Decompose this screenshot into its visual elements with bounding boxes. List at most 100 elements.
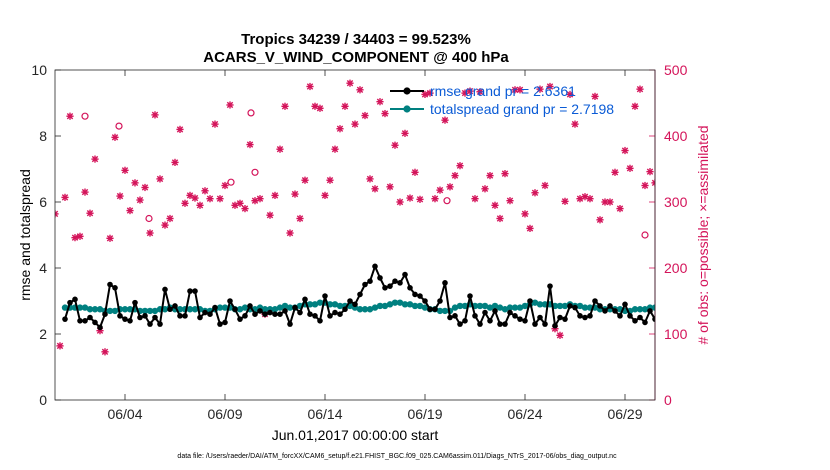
obs-assimilated-marker (826, 194, 830, 201)
rmse-point (342, 306, 348, 313)
rmse-point (502, 321, 508, 327)
spread-point (737, 308, 743, 314)
rmse-point (497, 321, 503, 327)
spread-point (677, 308, 683, 314)
obs-assimilated-marker (271, 191, 279, 199)
obs-assimilated-marker (726, 192, 733, 199)
rmse-point (102, 311, 108, 318)
rmse-point (602, 308, 608, 314)
obs-assimilated-marker (246, 140, 254, 149)
obs-assimilated-marker (101, 348, 109, 356)
rmse-point (532, 321, 538, 327)
obs-assimilated-marker (236, 199, 244, 207)
rmse-point (737, 323, 743, 329)
obs-assimilated-marker (731, 90, 738, 97)
obs-assimilated-marker (606, 198, 614, 206)
spread-point (386, 301, 394, 308)
rmse-point (387, 283, 393, 289)
obs-assimilated-marker (781, 200, 788, 207)
spread-point (772, 309, 778, 315)
spread-point (276, 304, 284, 311)
obs-assimilated-marker (501, 170, 509, 178)
obs-assimilated-marker (181, 199, 189, 207)
obs-assimilated-marker (376, 98, 384, 106)
obs-assimilated-marker (76, 232, 84, 240)
x-tick-label: 06/14 (307, 406, 342, 422)
rmse-point (327, 313, 333, 319)
spread-point (441, 307, 449, 315)
rmse-point (437, 298, 443, 304)
y-right-tick-label: 300 (664, 194, 688, 210)
obs-assimilated-marker (206, 195, 214, 203)
rmse-point (377, 275, 383, 281)
rmse-point (282, 308, 288, 314)
rmse-point (787, 313, 793, 319)
rmse-point (687, 311, 693, 317)
rmse-point (747, 315, 753, 321)
obs-assimilated-marker (211, 120, 219, 128)
obs-assimilated-marker (716, 103, 723, 110)
obs-assimilated-marker (496, 214, 504, 223)
obs-assimilated-marker (396, 198, 404, 206)
y-left-tick-label: 2 (39, 326, 47, 342)
rmse-point (647, 308, 653, 314)
rmse-point (597, 303, 603, 309)
obs-assimilated-marker (111, 133, 119, 141)
legend: rmse grand pr = 2.6361 totalspread grand… (390, 83, 614, 117)
rmse-point (567, 303, 573, 309)
obs-assimilated-marker (216, 195, 224, 203)
rmse-point (572, 304, 578, 311)
rmse-point (807, 315, 813, 321)
rmse-point (672, 303, 678, 309)
rmse-point (197, 314, 203, 321)
obs-assimilated-marker (791, 198, 798, 205)
obs-possible-marker (81, 112, 89, 120)
rmse-point (447, 314, 453, 321)
spread-point (717, 306, 723, 312)
obs-assimilated-marker (756, 202, 763, 209)
spread-point (121, 306, 129, 313)
obs-assimilated-marker (146, 229, 154, 237)
rmse-point (227, 298, 233, 304)
spread-point (722, 306, 728, 312)
rmse-point (772, 331, 778, 337)
obs-assimilated-marker (531, 189, 539, 197)
obs-assimilated-marker (81, 188, 89, 196)
obs-assimilated-marker (361, 111, 369, 120)
obs-assimilated-marker (516, 86, 524, 94)
spread-point (747, 308, 753, 314)
spread-point (261, 306, 269, 313)
rmse-point (717, 315, 723, 321)
spread-point (111, 307, 119, 315)
spread-point (651, 304, 655, 311)
rmse-point (142, 313, 148, 319)
spread-point (531, 299, 539, 306)
obs-assimilated-marker (456, 162, 464, 170)
spread-point (76, 304, 84, 311)
spread-point (191, 306, 199, 313)
spread-point (286, 304, 294, 311)
obs-assimilated-marker (401, 129, 409, 137)
series-layer (55, 79, 830, 356)
rmse-point (252, 311, 258, 318)
y-right-tick-label: 500 (664, 62, 688, 78)
rmse-point (752, 323, 758, 329)
obs-assimilated-marker (471, 195, 479, 203)
rmse-point (112, 285, 118, 291)
rmse-point (607, 303, 613, 309)
rmse-point (97, 324, 103, 331)
rmse-point (77, 318, 83, 324)
rmse-point (722, 320, 728, 326)
rmse-point (132, 299, 138, 306)
obs-assimilated-marker (276, 145, 284, 153)
obs-assimilated-marker (71, 234, 79, 242)
spread-point (712, 306, 718, 312)
obs-assimilated-marker (591, 92, 599, 100)
rmse-point (307, 311, 313, 318)
obs-assimilated-marker (626, 164, 634, 172)
obs-assimilated-marker (331, 145, 339, 153)
rmse-point (262, 311, 268, 318)
obs-assimilated-marker (131, 179, 139, 187)
spread-point (96, 306, 104, 313)
